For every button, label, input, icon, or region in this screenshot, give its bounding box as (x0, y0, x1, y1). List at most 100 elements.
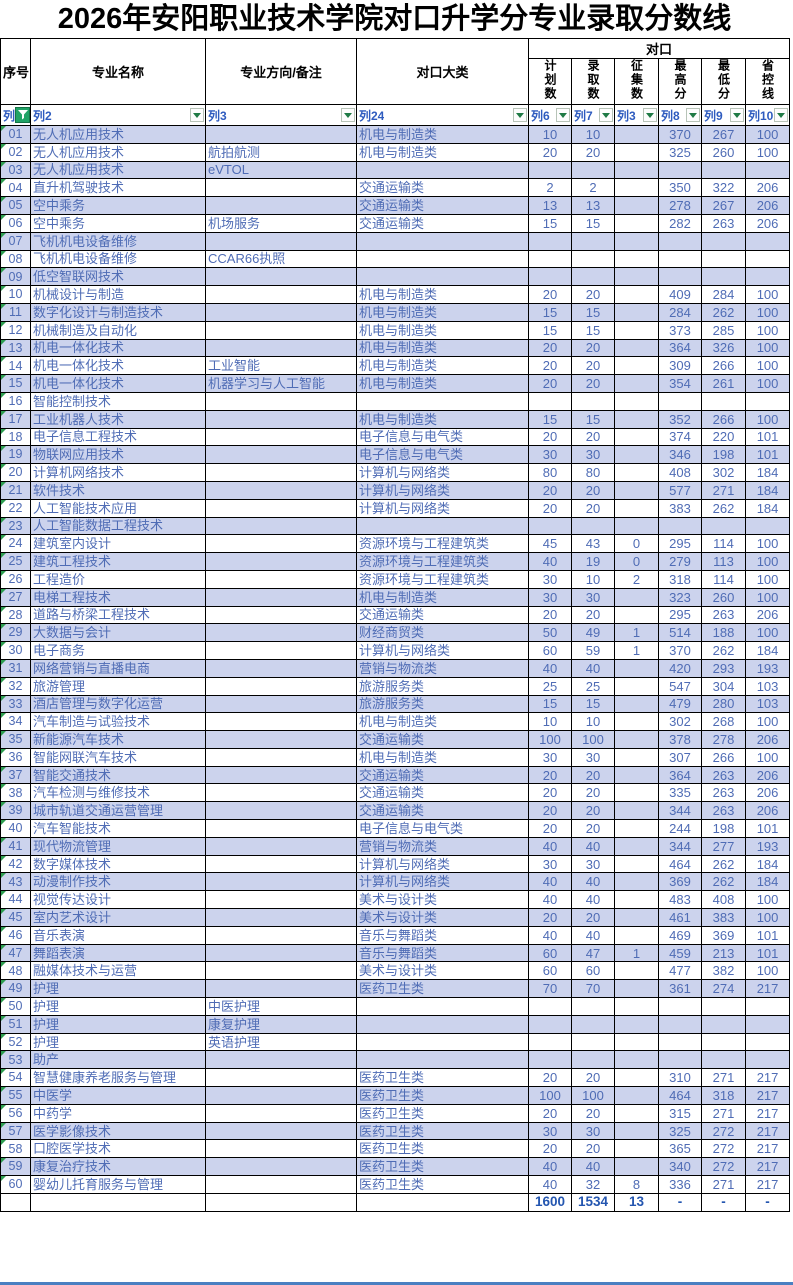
cell-major[interactable]: 护理 (30, 1032, 206, 1052)
cell-max[interactable]: 369 (658, 872, 702, 892)
cell-plan[interactable]: 20 (528, 605, 572, 625)
cell-max[interactable] (658, 997, 702, 1016)
cell-major[interactable]: 医学影像技术 (30, 1121, 206, 1141)
cell-admitted[interactable]: 40 (571, 872, 615, 892)
cell-seq[interactable]: 35 (0, 730, 31, 749)
cell-min[interactable]: 318 (701, 1086, 746, 1105)
cell-supplement[interactable] (614, 676, 659, 696)
cell-supplement[interactable] (614, 125, 659, 144)
cell-category[interactable]: 医药卫生类 (356, 1068, 529, 1088)
cell-category[interactable]: 医药卫生类 (356, 1103, 529, 1123)
dropdown-arrow-icon[interactable] (643, 108, 657, 122)
cell-major[interactable]: 婴幼儿托育服务与管理 (30, 1175, 206, 1194)
cell-direction[interactable] (205, 747, 357, 767)
cell-admitted[interactable] (571, 1050, 615, 1070)
cell-major[interactable]: 机电一体化技术 (30, 374, 206, 393)
cell-supplement[interactable] (614, 1157, 659, 1177)
cell-category[interactable]: 计算机与网络类 (356, 463, 529, 482)
cell-control[interactable]: 184 (744, 854, 791, 874)
cell-admitted[interactable]: 20 (571, 1103, 615, 1123)
cell-plan[interactable]: 30 (528, 1121, 572, 1141)
cell-max[interactable]: 354 (658, 374, 702, 393)
cell-category[interactable]: 交通运输类 (356, 605, 529, 625)
cell-seq[interactable]: 37 (0, 765, 31, 785)
cell-plan[interactable]: 30 (528, 445, 572, 465)
cell-seq[interactable]: 05 (0, 196, 31, 215)
cell-control[interactable]: 100 (744, 552, 791, 571)
cell-control[interactable]: 206 (744, 178, 791, 198)
cell-control[interactable] (744, 1014, 791, 1034)
cell-control[interactable]: 100 (744, 356, 791, 376)
cell-supplement[interactable] (614, 196, 659, 215)
cell-max[interactable]: 244 (658, 819, 702, 838)
cell-admitted[interactable] (571, 997, 615, 1016)
cell-plan[interactable]: 13 (528, 196, 572, 215)
cell-control[interactable]: 101 (744, 943, 791, 963)
dropdown-arrow-icon[interactable] (341, 108, 355, 122)
cell-admitted[interactable]: 100 (571, 1086, 615, 1105)
cell-max[interactable]: 325 (658, 1121, 702, 1141)
cell-direction[interactable] (205, 320, 357, 340)
cell-seq[interactable]: 06 (0, 213, 31, 233)
cell-seq[interactable]: 55 (0, 1086, 31, 1105)
cell-category[interactable] (356, 997, 529, 1016)
cell-min[interactable]: 266 (701, 409, 746, 429)
col-group-duikou[interactable]: 对口 (527, 38, 791, 59)
cell-supplement[interactable] (614, 979, 659, 999)
cell-admitted[interactable]: 30 (571, 1121, 615, 1141)
filter-cell-direction[interactable]: 列3 (205, 104, 357, 126)
cell-min[interactable]: 262 (701, 872, 746, 892)
cell-supplement[interactable] (614, 409, 659, 429)
cell-min[interactable]: 188 (701, 623, 746, 643)
cell-control[interactable]: 206 (744, 765, 791, 785)
filter-cell-supplement[interactable]: 列3 (614, 104, 659, 126)
cell-min[interactable]: 274 (701, 979, 746, 999)
cell-seq[interactable]: 22 (0, 498, 31, 518)
cell-direction[interactable] (205, 552, 357, 571)
cell-min[interactable] (701, 160, 746, 180)
col-header-major[interactable]: 专业名称 (30, 38, 206, 105)
cell-direction[interactable] (205, 498, 357, 518)
cell-admitted[interactable]: 20 (571, 498, 615, 518)
cell-max[interactable]: 364 (658, 765, 702, 785)
dropdown-arrow-icon[interactable] (556, 108, 570, 122)
cell-seq[interactable]: 60 (0, 1175, 31, 1194)
dropdown-arrow-icon[interactable] (599, 108, 613, 122)
cell-min[interactable]: 285 (701, 320, 746, 340)
cell-seq[interactable]: 50 (0, 997, 31, 1016)
cell-admitted[interactable]: 100 (571, 730, 615, 749)
cell-min[interactable]: 272 (701, 1139, 746, 1159)
cell-major[interactable]: 动漫制作技术 (30, 872, 206, 892)
cell-direction[interactable] (205, 1050, 357, 1070)
cell-admitted[interactable]: 30 (571, 587, 615, 607)
cell-seq[interactable]: 09 (0, 267, 31, 287)
cell-control[interactable]: 217 (744, 1139, 791, 1159)
cell-admitted[interactable]: 15 (571, 694, 615, 714)
cell-min[interactable] (701, 231, 746, 251)
cell-category[interactable]: 机电与制造类 (356, 747, 529, 767)
cell-direction[interactable] (205, 463, 357, 482)
cell-control[interactable] (744, 160, 791, 180)
cell-min[interactable] (701, 1050, 746, 1070)
cell-min[interactable]: 293 (701, 658, 746, 678)
cell-max[interactable]: 461 (658, 908, 702, 927)
cell-control[interactable]: 206 (744, 213, 791, 233)
cell-major[interactable]: 建筑工程技术 (30, 552, 206, 571)
cell-direction[interactable] (205, 231, 357, 251)
cell-max[interactable]: 309 (658, 356, 702, 376)
cell-max[interactable]: 464 (658, 1086, 702, 1105)
cell-category[interactable]: 交通运输类 (356, 196, 529, 215)
cell-admitted[interactable]: 2 (571, 178, 615, 198)
cell-seq[interactable]: 10 (0, 285, 31, 304)
cell-plan[interactable] (528, 1050, 572, 1070)
cell-plan[interactable]: 30 (528, 587, 572, 607)
cell-category[interactable] (356, 516, 529, 536)
cell-min[interactable]: 220 (701, 427, 746, 447)
cell-max[interactable]: 577 (658, 480, 702, 500)
cell-category[interactable]: 机电与制造类 (356, 142, 529, 162)
cell-seq[interactable]: 41 (0, 836, 31, 856)
cell-category[interactable]: 旅游服务类 (356, 694, 529, 714)
cell-admitted[interactable]: 40 (571, 836, 615, 856)
cell-plan[interactable]: 40 (528, 1157, 572, 1177)
cell-control[interactable]: 193 (744, 658, 791, 678)
